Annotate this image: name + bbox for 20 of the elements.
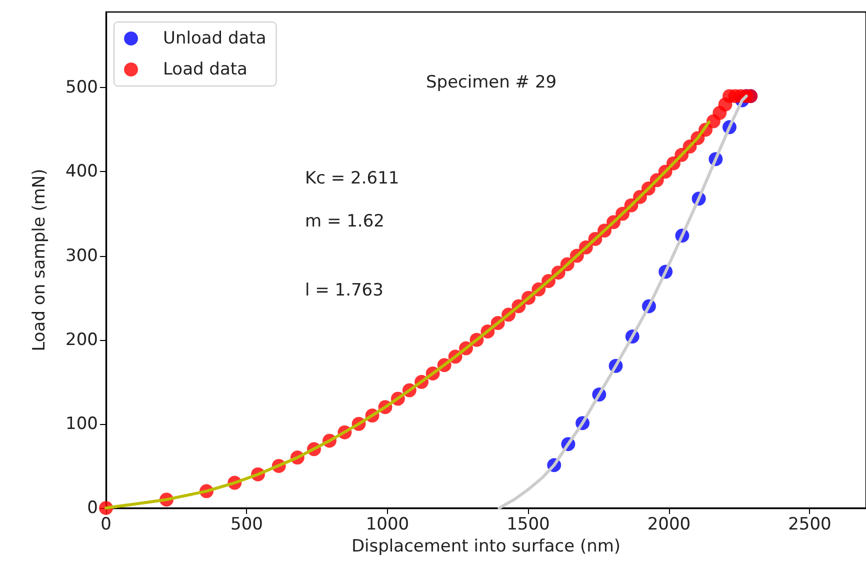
y-tick-label: 400 [66, 162, 98, 182]
legend-label: Load data [163, 60, 248, 80]
x-tick-label: 1500 [506, 514, 550, 534]
annotation: Kc = 2.611 [305, 168, 400, 188]
x-tick-label: 500 [230, 514, 263, 534]
legend-label: Unload data [163, 28, 266, 48]
x-axis-title: Displacement into surface (nm) [351, 536, 621, 556]
annotation: Specimen # 29 [426, 72, 557, 92]
x-tick-label: 0 [100, 514, 112, 534]
annotation: m = 1.62 [305, 212, 384, 232]
x-tick-label: 2500 [788, 514, 832, 534]
y-tick-label: 200 [66, 330, 98, 350]
y-axis-title: Load on sample (mN) [30, 168, 50, 352]
y-tick-label: 500 [66, 78, 98, 98]
x-tick-label: 1000 [366, 514, 410, 534]
y-tick-label: 300 [66, 246, 98, 266]
x-tick-label: 2000 [647, 514, 691, 534]
y-tick-label: 0 [87, 498, 98, 518]
annotation: l = 1.763 [305, 280, 384, 300]
y-tick-label: 100 [66, 414, 98, 434]
